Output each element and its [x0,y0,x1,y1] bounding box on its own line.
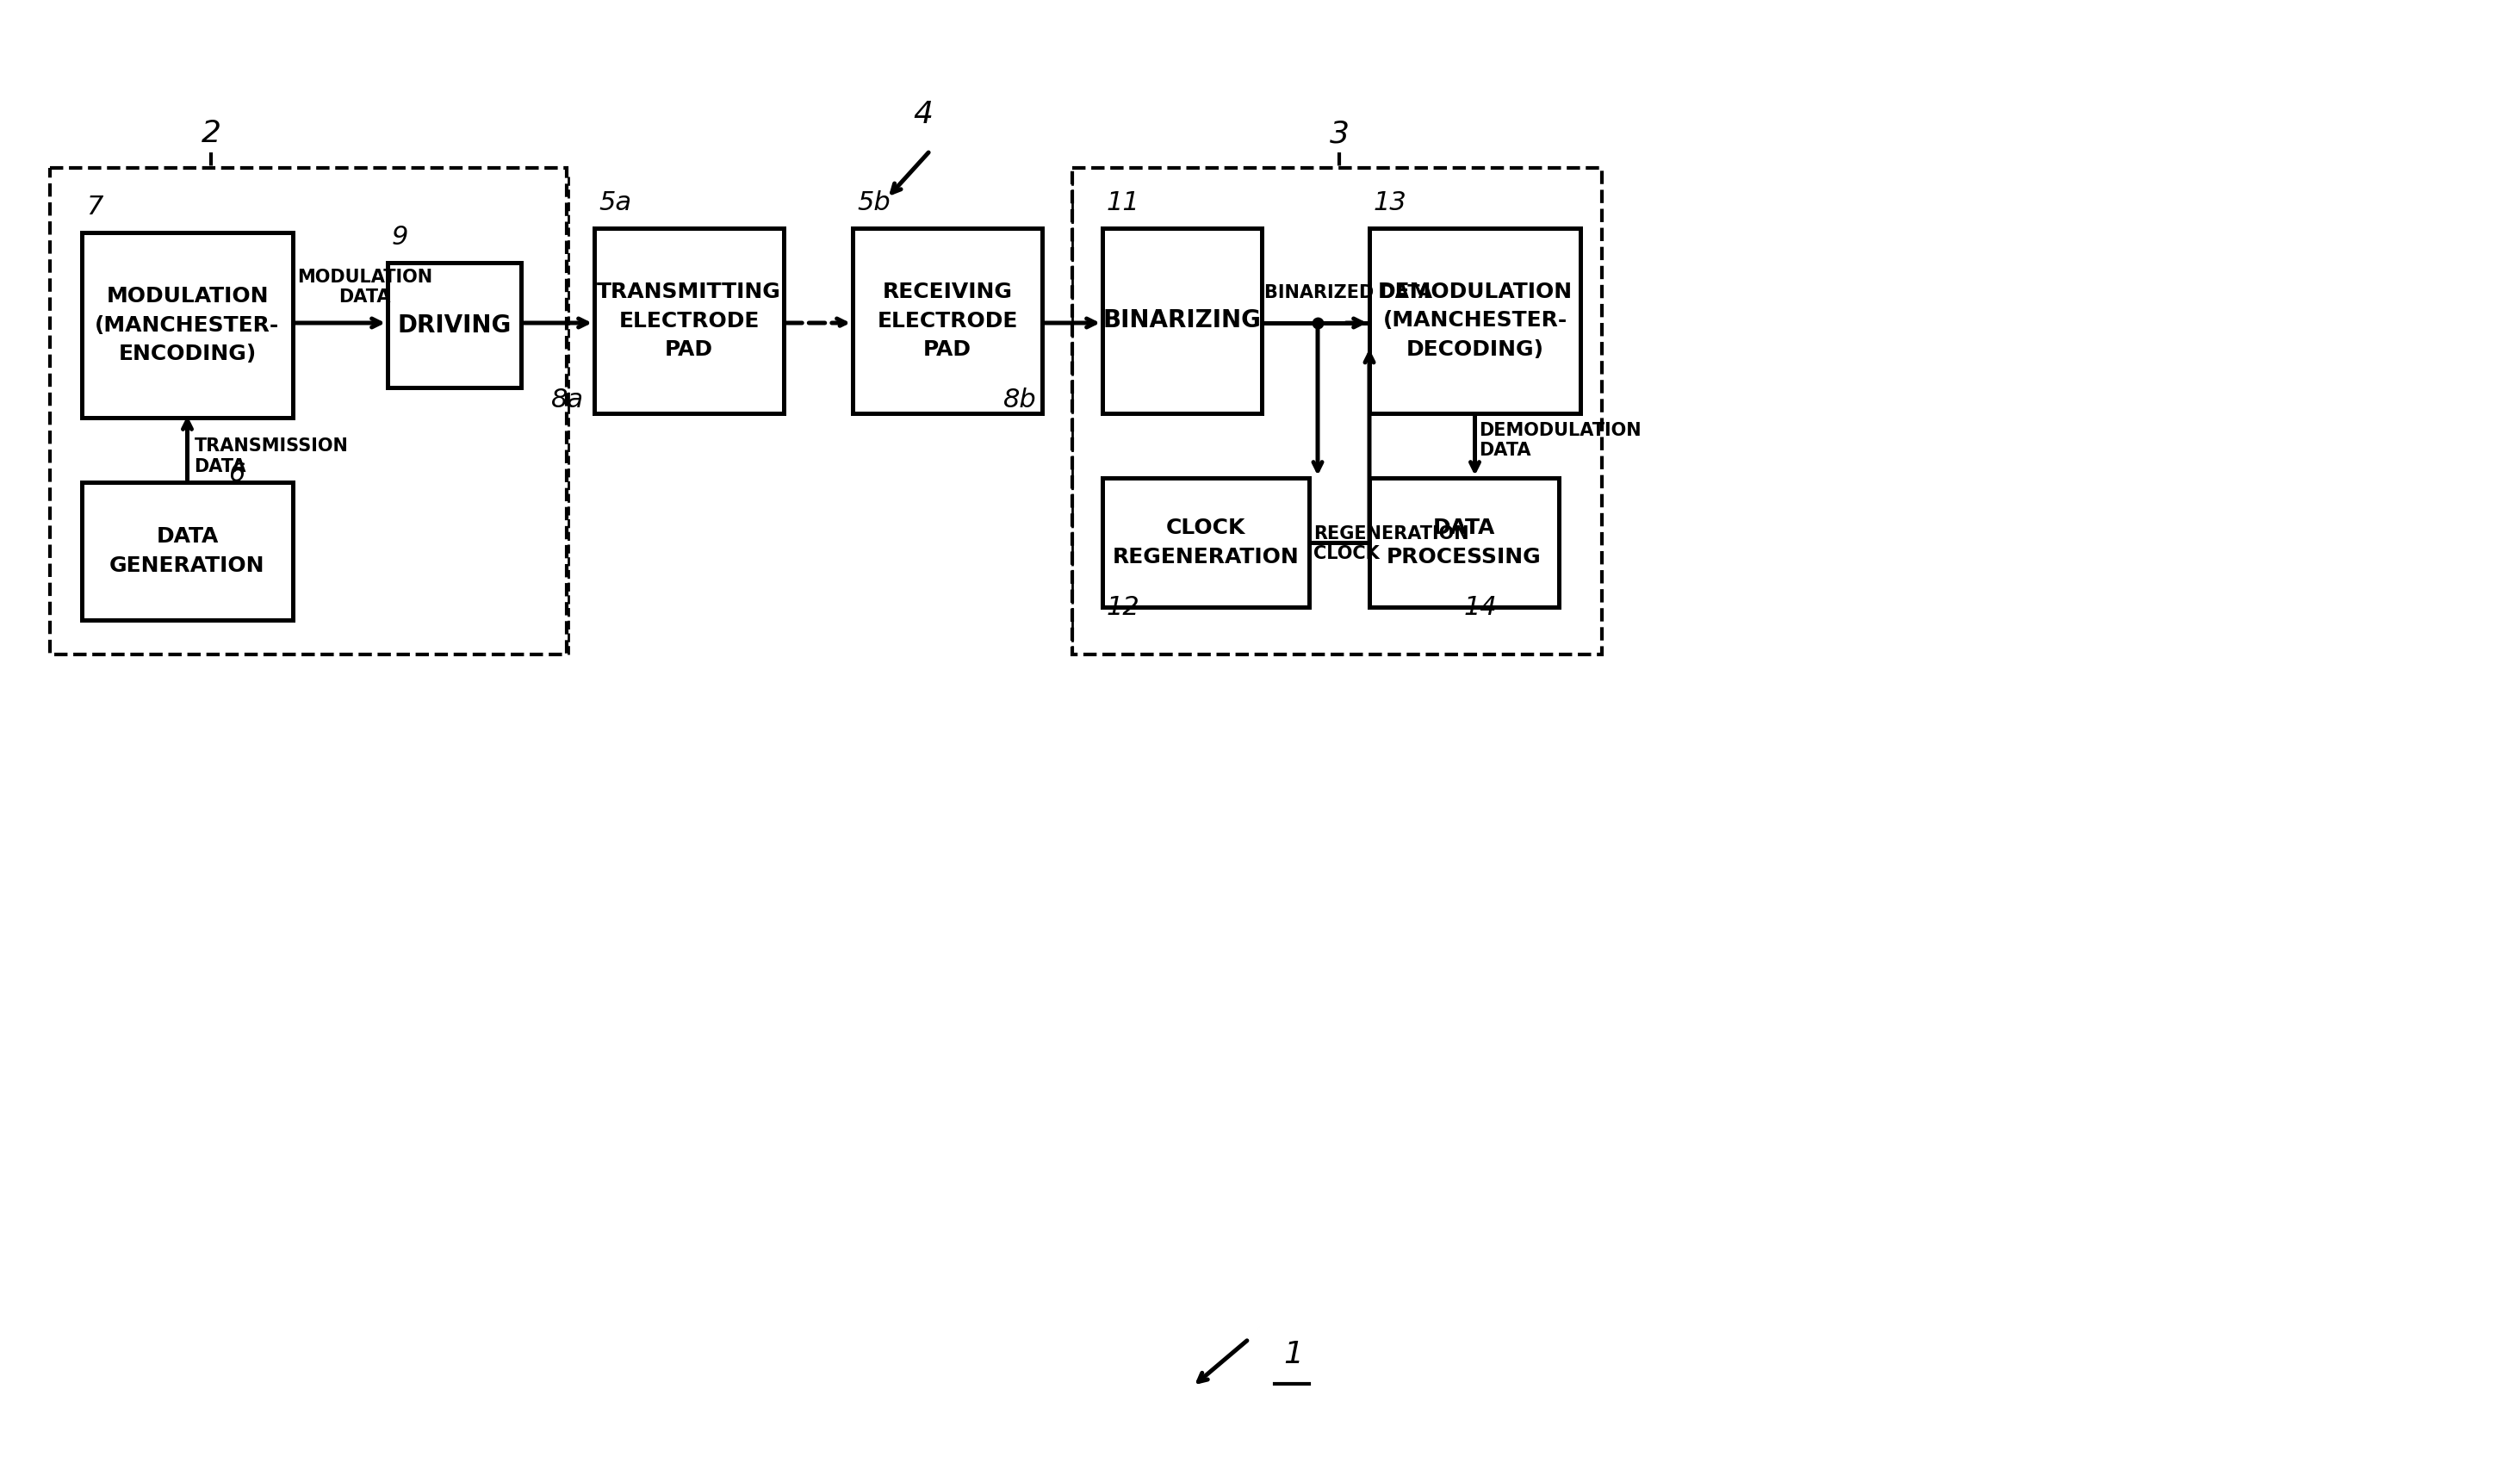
Bar [81,482,292,619]
Text: 8a: 8a [552,387,585,412]
Text: TRANSMISSION
DATA: TRANSMISSION DATA [194,437,348,476]
Text: DATA
GENERATION: DATA GENERATION [108,526,265,576]
Bar [1101,228,1263,413]
Text: 2: 2 [202,119,222,148]
Text: 8b: 8b [1003,387,1036,412]
Text: 5a: 5a [600,190,633,215]
Bar [50,167,567,655]
Bar [1368,477,1560,608]
Text: DATA
PROCESSING: DATA PROCESSING [1386,517,1542,568]
Bar [388,262,522,387]
Bar [852,228,1043,413]
Text: 3: 3 [1331,119,1348,148]
Text: REGENERATION
CLOCK: REGENERATION CLOCK [1313,525,1469,563]
Text: TRANSMITTING
ELECTRODE
PAD: TRANSMITTING ELECTRODE PAD [597,282,781,360]
Text: DEMODULATION
(MANCHESTER-
DECODING): DEMODULATION (MANCHESTER- DECODING) [1378,282,1572,360]
Text: 1: 1 [1283,1340,1303,1369]
Text: MODULATION
(MANCHESTER-
ENCODING): MODULATION (MANCHESTER- ENCODING) [96,286,280,365]
Text: CLOCK
REGENERATION: CLOCK REGENERATION [1111,517,1300,568]
Bar [1101,477,1308,608]
Text: DEMODULATION
DATA: DEMODULATION DATA [1479,422,1641,459]
Text: 6: 6 [229,461,244,486]
Text: BINARIZING: BINARIZING [1104,308,1260,333]
Text: BINARIZED DATA: BINARIZED DATA [1265,285,1431,301]
Bar [1071,167,1603,655]
Text: MODULATION
DATA: MODULATION DATA [297,268,433,305]
Bar [595,228,784,413]
Text: 5b: 5b [857,190,890,215]
Text: 4: 4 [912,99,932,129]
Text: 11: 11 [1106,190,1139,215]
Bar [1368,228,1580,413]
Bar [81,233,292,418]
Text: 9: 9 [393,225,408,250]
Text: 7: 7 [86,194,103,219]
Text: DRIVING: DRIVING [398,313,512,336]
Text: 13: 13 [1373,190,1406,215]
Text: 14: 14 [1464,596,1497,619]
Text: RECEIVING
ELECTRODE
PAD: RECEIVING ELECTRODE PAD [877,282,1018,360]
Text: 12: 12 [1106,596,1139,619]
